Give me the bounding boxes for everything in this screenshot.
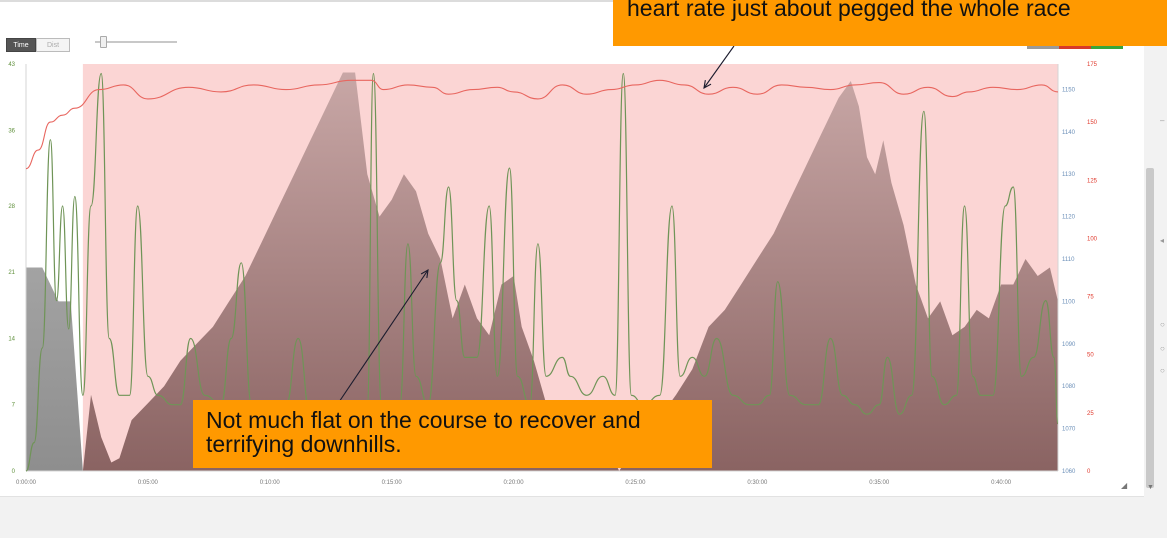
- x-tick-label: 0:20:00: [504, 480, 525, 486]
- zoom-slider-thumb[interactable]: [100, 36, 107, 48]
- edge-radio-icon[interactable]: ○: [1160, 344, 1165, 353]
- elevation-axis-tick-label: 1110: [1062, 257, 1075, 263]
- legend-swatches: [1027, 44, 1123, 49]
- course-callout-arrow-head: [420, 268, 429, 278]
- activity-chart: 0:00:00 0:05:00 0:10:00 0:15:00 0:20:00 0:25:…: [8, 45, 1098, 486]
- elevation-axis-tick-label: 1150: [1062, 87, 1076, 93]
- course-callout-arrow: [338, 269, 429, 403]
- speed-axis-tick-label: 21: [8, 270, 15, 276]
- heart-rate-callout: heart rate just about pegged the whole r…: [613, 0, 1167, 46]
- speed-line: [25, 72, 1059, 472]
- x-tick-label: 0:25:00: [625, 480, 646, 486]
- edge-radio-icon[interactable]: ○: [1160, 320, 1165, 329]
- time-toggle-button[interactable]: Time: [6, 38, 36, 52]
- edge-tick-icon: –: [1160, 116, 1165, 125]
- heart-rate-axis-tick-label: 75: [1087, 295, 1094, 301]
- edge-radio-icon[interactable]: ○: [1160, 366, 1165, 375]
- elevation-area-outside-range: [26, 267, 83, 471]
- heart-rate-axis-tick-label: 25: [1087, 411, 1094, 417]
- heart-rate-axis-tick-label: 0: [1087, 469, 1091, 475]
- top-rule: [0, 0, 1167, 2]
- legend-swatch-gray[interactable]: [1027, 44, 1059, 49]
- speed-axis-tick-label: 43: [8, 62, 15, 68]
- heart-rate-callout-arrow: [703, 45, 735, 89]
- edge-chevron-icon[interactable]: ◂: [1160, 236, 1165, 245]
- elevation-axis-tick-label: 1130: [1062, 172, 1076, 178]
- speed-axis-tick-label: 0: [12, 469, 16, 475]
- heart-rate-axis-tick-label: 175: [1087, 62, 1098, 68]
- elevation-axis-tick-label: 1120: [1062, 215, 1076, 221]
- heart-rate-callout-arrow-head: [703, 80, 712, 90]
- heart-rate-axis-tick-label: 100: [1087, 236, 1098, 242]
- scroll-down-icon[interactable]: ▼: [1147, 484, 1154, 491]
- x-tick-label: 0:10:00: [260, 480, 281, 486]
- distance-toggle-button[interactable]: Dist: [36, 38, 70, 52]
- resize-grip-icon[interactable]: ◢: [1121, 481, 1128, 490]
- heart-rate-line: [25, 79, 1059, 170]
- course-callout: Not much flat on the course to recover a…: [193, 400, 712, 468]
- elevation-area: [82, 72, 1058, 471]
- elevation-axis-tick-label: 1100: [1062, 299, 1076, 305]
- elevation-axis-tick-label: 1060: [1062, 469, 1076, 475]
- x-tick-label: 0:05:00: [138, 480, 159, 486]
- speed-axis-tick-label: 14: [8, 336, 15, 342]
- x-tick-label: 0:30:00: [747, 480, 768, 486]
- heart-rate-axis-tick-label: 50: [1087, 353, 1094, 359]
- elevation-axis-tick-label: 1080: [1062, 384, 1076, 390]
- heart-rate-axis-tick-label: 125: [1087, 178, 1098, 184]
- zoom-slider-track[interactable]: [95, 41, 177, 43]
- legend-swatch-red[interactable]: [1059, 44, 1091, 49]
- elevation-axis-tick-label: 1140: [1062, 130, 1076, 136]
- heart-rate-axis-tick-label: 150: [1087, 120, 1098, 126]
- x-tick-label: 0:35:00: [869, 480, 890, 486]
- x-tick-label: 0:15:00: [382, 480, 403, 486]
- x-tick-label: 0:40:00: [991, 480, 1012, 486]
- vertical-scrollbar[interactable]: [1146, 168, 1154, 488]
- x-tick-label: 0:00:00: [16, 480, 37, 486]
- elevation-axis-tick-label: 1070: [1062, 427, 1076, 433]
- speed-axis-tick-label: 28: [8, 204, 15, 210]
- elevation-axis-tick-label: 1090: [1062, 342, 1076, 348]
- speed-axis-tick-label: 36: [8, 128, 15, 134]
- speed-axis-tick-label: 7: [12, 403, 16, 409]
- legend-swatch-green[interactable]: [1091, 44, 1123, 49]
